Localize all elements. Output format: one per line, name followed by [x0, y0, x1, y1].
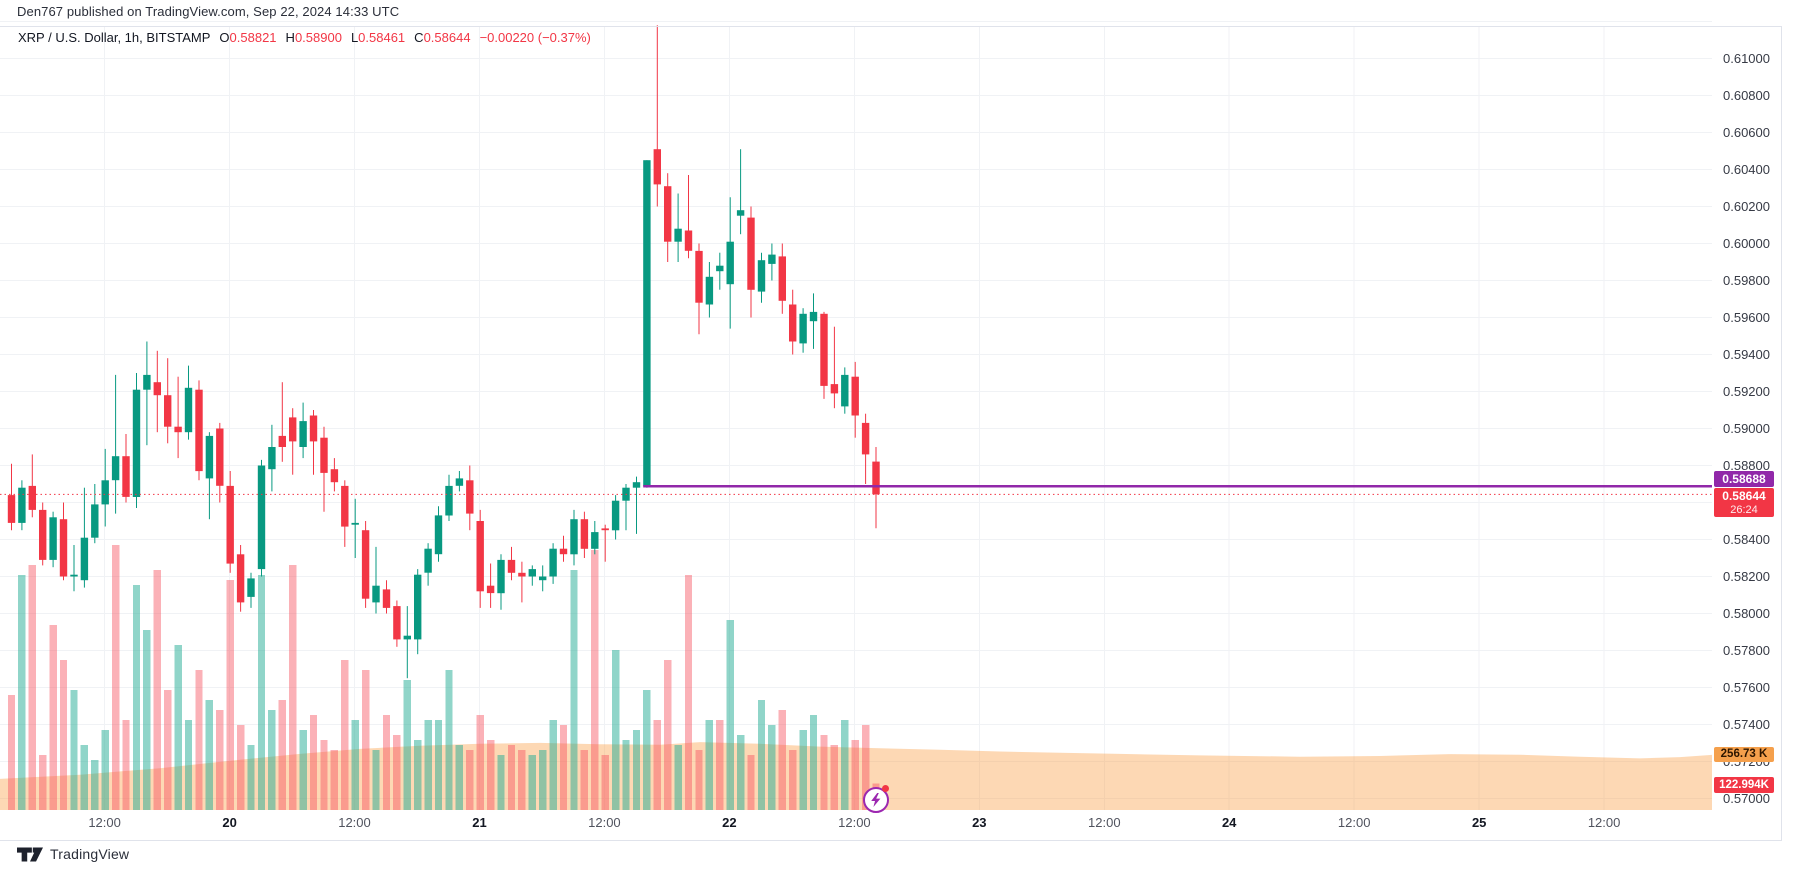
- time-axis-label: 21: [472, 815, 487, 830]
- tradingview-logo-icon: [17, 847, 43, 861]
- volume-bars: [7, 545, 880, 810]
- price-axis-label: 0.60200: [1723, 198, 1770, 214]
- price-axis-label: 0.58200: [1723, 568, 1770, 584]
- chart-right-border: [1781, 26, 1782, 841]
- last-price-badge: 0.58644 26:24: [1714, 487, 1774, 517]
- time-axis-label: 23: [972, 815, 987, 830]
- price-axis-label: 0.58400: [1723, 531, 1770, 547]
- time-axis-label: 25: [1471, 815, 1487, 830]
- price-axis-label: 0.59600: [1723, 309, 1770, 325]
- price-axis-label: 0.60400: [1723, 161, 1770, 177]
- purple-line-price-badge: 0.58688: [1714, 470, 1774, 487]
- notification-dot: [882, 785, 889, 792]
- price-axis-label: 0.57000: [1723, 790, 1770, 806]
- chart-top-border: [0, 26, 1782, 27]
- price-axis-label: 0.61000: [1723, 50, 1770, 66]
- legend-change: −0.00220 (−0.37%): [479, 30, 591, 45]
- tradingview-logo-text: TradingView: [50, 846, 130, 862]
- legend-high: H0.58900: [285, 30, 342, 45]
- legend-open: O0.58821: [219, 30, 277, 45]
- price-axis-label: 0.60800: [1723, 87, 1770, 103]
- time-axis-label: 12:00: [88, 815, 121, 830]
- lightning-bolt-icon: [871, 793, 881, 807]
- bar-countdown: 26:24: [1730, 503, 1758, 516]
- price-axis-label: 0.57800: [1723, 642, 1770, 658]
- volume-ma-badge: 256.73 K: [1714, 747, 1774, 763]
- symbol-legend: XRP / U.S. Dollar, 1h, BITSTAMP O0.58821…: [18, 30, 591, 45]
- price-axis-label: 0.57400: [1723, 716, 1770, 732]
- legend-close: C0.58644: [414, 30, 471, 45]
- time-axis-label: 12:00: [1088, 815, 1121, 830]
- volume-badge: 122.994K: [1714, 777, 1774, 793]
- time-axis-label: 12:00: [338, 815, 371, 830]
- price-axis-label: 0.57600: [1723, 679, 1770, 695]
- attribution-text: Den767 published on TradingView.com, Sep…: [17, 4, 400, 19]
- price-axis-label: 0.60000: [1723, 235, 1770, 251]
- symbol-title: XRP / U.S. Dollar, 1h, BITSTAMP: [18, 30, 211, 45]
- time-axis-label: 12:00: [1587, 815, 1621, 830]
- candlesticks: [7, 25, 880, 679]
- price-axis-label: 0.59400: [1723, 346, 1770, 362]
- tradingview-logo[interactable]: TradingView: [17, 846, 129, 862]
- time-axis-label: 12:00: [588, 815, 621, 830]
- boost-lightning-icon[interactable]: [863, 785, 889, 813]
- time-axis-label: 12:00: [838, 815, 871, 830]
- time-axis-label: 24: [1221, 815, 1237, 830]
- grid-lines: [0, 21, 1712, 810]
- legend-low: L0.58461: [350, 30, 406, 45]
- time-axis-label: 12:00: [1337, 815, 1371, 830]
- price-axis-label: 0.59800: [1723, 272, 1770, 288]
- price-axis-label: 0.58000: [1723, 605, 1770, 621]
- time-axis-label: 22: [722, 815, 737, 830]
- chart-bottom-border: [0, 840, 1782, 841]
- price-lines: [0, 484, 1712, 495]
- price-axis-label: 0.60600: [1723, 124, 1770, 140]
- price-axis-label: 0.59200: [1723, 383, 1770, 399]
- price-axis-label: 0.59000: [1723, 420, 1770, 436]
- price-axis-label: 0.58800: [1723, 457, 1770, 473]
- time-axis-label: 20: [222, 815, 237, 830]
